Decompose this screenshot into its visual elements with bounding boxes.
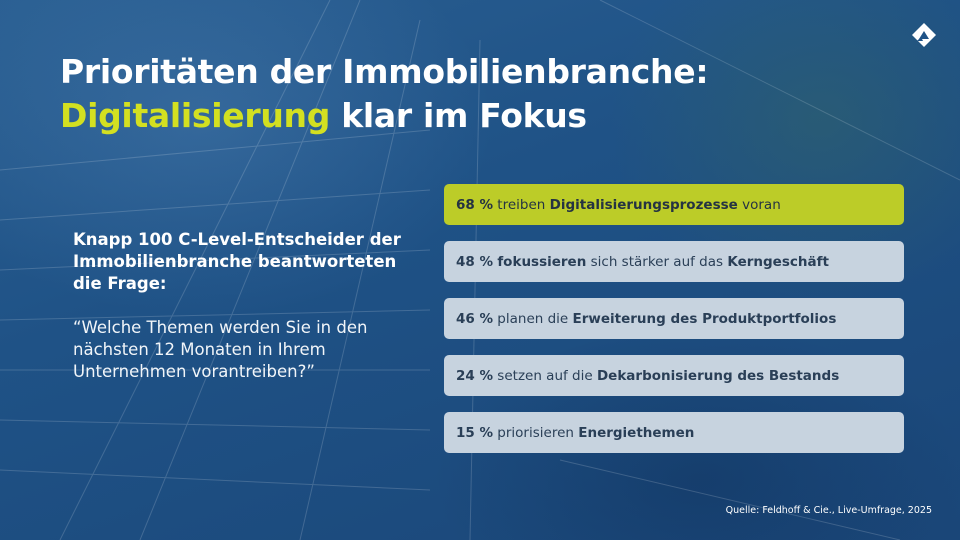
bar-label-bold: 46 % [456,310,494,327]
bar-label-bold: 48 % [456,253,494,270]
bar-label-bold: fokussieren [497,253,587,270]
bar-label-bold: Kerngeschäft [727,253,829,270]
bar-label-bold: Erweiterung des Produktportfolios [572,310,837,327]
page-title: Prioritäten der Immobilienbranche: Digit… [60,50,820,138]
title-rest: klar im Fokus [330,96,587,135]
results-list: 68 % treiben Digitalisierungsprozesse vo… [444,184,904,469]
bar-label-text: priorisieren [493,424,579,441]
bar-label-bold: 15 % [456,424,494,441]
title-accent: Digitalisierung [60,96,331,135]
bar-label-text: sich stärker auf das [586,253,728,270]
result-bar-energiethemen: 15 % priorisieren Energiethemen [444,412,904,453]
survey-intro: Knapp 100 C-Level-Entscheider der Immobi… [73,230,401,293]
bar-label-bold: 24 % [456,367,494,384]
result-bar-dekarbonisierung: 24 % setzen auf die Dekarbonisierung des… [444,355,904,396]
bar-label-text: setzen auf die [493,367,597,384]
bar-label-bold: 68 % [456,196,494,213]
bar-label-bold: Energiethemen [578,424,695,441]
title-line-2: Digitalisierung klar im Fokus [60,94,820,138]
result-bar-digitalisierung: 68 % treiben Digitalisierungsprozesse vo… [444,184,904,225]
result-bar-produktportfolio: 46 % planen die Erweiterung des Produktp… [444,298,904,339]
result-bar-kerngeschaeft: 48 % fokussieren sich stärker auf das Ke… [444,241,904,282]
bar-label-bold: Digitalisierungsprozesse [549,196,738,213]
bar-label-text: planen die [493,310,573,327]
bar-label-bold: Dekarbonisierung des Bestands [596,367,840,384]
bar-label-text: treiben [493,196,550,213]
survey-question: “Welche Themen werden Sie in den nächste… [73,318,368,381]
company-logo-icon [912,23,936,47]
bar-label-text: voran [737,196,781,213]
source-note: Quelle: Feldhoff & Cie., Live-Umfrage, 2… [725,505,932,516]
title-line-1: Prioritäten der Immobilienbranche: [60,52,709,91]
